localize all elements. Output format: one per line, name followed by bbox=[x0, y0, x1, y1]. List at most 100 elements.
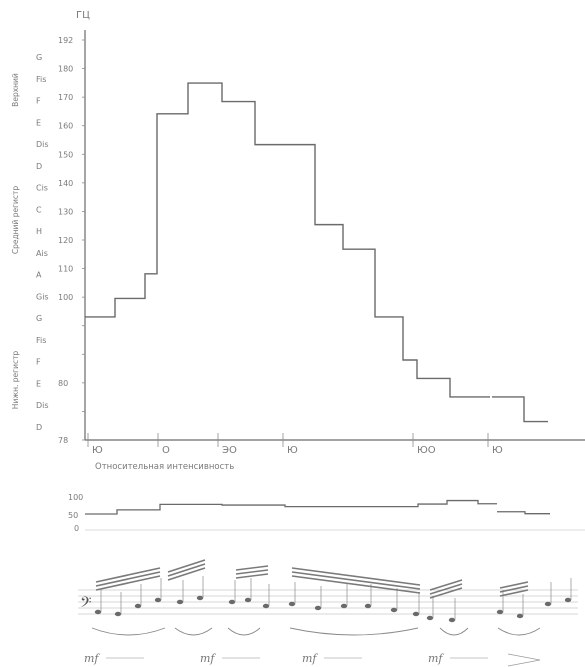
beam bbox=[235, 565, 269, 571]
x-label: ЮО bbox=[417, 445, 436, 456]
slur bbox=[289, 627, 419, 636]
intensity-step-series bbox=[85, 499, 550, 515]
y-axis-unit-label: ГЦ bbox=[76, 10, 90, 21]
beam bbox=[291, 567, 421, 586]
notehead bbox=[114, 611, 122, 617]
beam bbox=[291, 571, 421, 590]
note-label: C bbox=[36, 205, 42, 214]
dynamic-mark: mf bbox=[200, 652, 216, 665]
notehead bbox=[314, 605, 322, 611]
slur bbox=[174, 627, 213, 636]
register-label: Верхний bbox=[11, 73, 20, 107]
x-label: ЭО bbox=[222, 445, 237, 456]
note-label: Fis bbox=[36, 75, 46, 84]
note-label: F bbox=[36, 97, 41, 106]
beam bbox=[167, 559, 206, 573]
beams bbox=[95, 559, 529, 599]
notehead bbox=[134, 603, 142, 609]
x-label: О bbox=[162, 445, 170, 456]
note-label: G bbox=[36, 53, 42, 62]
y-tick-label: 140 bbox=[58, 179, 73, 188]
notehead bbox=[288, 601, 296, 607]
note-label: Gis bbox=[36, 292, 49, 301]
dynamic-mark: mf bbox=[302, 652, 318, 665]
notehead bbox=[262, 603, 270, 609]
notehead bbox=[496, 609, 504, 615]
notehead bbox=[94, 609, 102, 615]
note-label: D bbox=[36, 162, 42, 171]
notehead bbox=[390, 607, 398, 613]
slur bbox=[227, 627, 261, 636]
dynamic-mark: mf bbox=[428, 652, 444, 665]
note-label: G bbox=[36, 314, 42, 323]
bass-clef-icon: 𝄢 bbox=[80, 594, 92, 615]
y-tick-label: 110 bbox=[58, 265, 73, 274]
x-label: Ю bbox=[92, 445, 103, 456]
register-labels: Нижн. регистр Средний регистр Верхний bbox=[11, 73, 20, 409]
beam bbox=[235, 569, 269, 575]
x-label: Ю bbox=[492, 445, 503, 456]
notehead bbox=[564, 597, 572, 603]
slur bbox=[439, 627, 469, 636]
y-tick-label: 170 bbox=[58, 93, 73, 102]
intensity-chart: Относительная интенсивность 100 50 0 bbox=[68, 462, 585, 533]
x-labels: Ю О ЭО Ю ЮО Ю bbox=[87, 433, 503, 456]
notehead bbox=[426, 615, 434, 621]
y-tick-label: 160 bbox=[58, 122, 73, 131]
notehead bbox=[448, 617, 456, 623]
note-labels: D Dis E F Fis G Gis A Ais H C Cis D Dis E F Fis G bbox=[36, 53, 49, 432]
register-label: Нижн. регистр bbox=[11, 351, 20, 410]
slur bbox=[497, 627, 541, 636]
note-label: Fis bbox=[36, 336, 46, 345]
beam bbox=[499, 585, 529, 593]
y-tick-label: 192 bbox=[58, 36, 73, 45]
note-label: Cis bbox=[36, 184, 48, 193]
beam bbox=[429, 579, 463, 591]
slurs bbox=[91, 627, 541, 636]
pitch-step-series bbox=[85, 82, 548, 423]
notehead bbox=[412, 611, 420, 617]
notehead bbox=[196, 595, 204, 601]
y-ticks: 78 80 100 110 120 130 140 150 160 170 180 192 bbox=[58, 36, 85, 445]
beam bbox=[95, 567, 161, 583]
y-tick-label: 150 bbox=[58, 150, 73, 159]
dynamic-mark: mf bbox=[84, 652, 100, 665]
pitch-chart: ГЦ 78 80 100 110 120 130 140 150 160 170 180 192 D D… bbox=[11, 10, 585, 456]
note-label: D bbox=[36, 423, 42, 432]
note-label: Dis bbox=[36, 401, 49, 410]
music-notation: 𝄢 mf mf mf mf bbox=[78, 559, 578, 667]
notehead bbox=[244, 597, 252, 603]
note-label: F bbox=[36, 358, 41, 367]
noteheads bbox=[94, 576, 572, 623]
y-tick-label: 120 bbox=[58, 236, 73, 245]
beam bbox=[499, 581, 529, 589]
beam bbox=[429, 583, 463, 595]
y-tick-label: 100 bbox=[58, 293, 73, 302]
y-tick-label: 80 bbox=[58, 379, 68, 388]
beam bbox=[291, 575, 421, 594]
beam bbox=[499, 589, 529, 597]
register-label: Средний регистр bbox=[11, 186, 20, 255]
note-label: E bbox=[36, 118, 41, 127]
notehead bbox=[228, 599, 236, 605]
note-label: H bbox=[36, 227, 42, 236]
note-label: Dis bbox=[36, 140, 49, 149]
beam bbox=[429, 587, 463, 599]
notehead bbox=[516, 613, 524, 619]
y-tick-label: 130 bbox=[58, 207, 73, 216]
x-label: Ю bbox=[287, 445, 298, 456]
y-tick-label: 180 bbox=[58, 65, 73, 74]
note-label: A bbox=[36, 271, 42, 280]
notehead bbox=[154, 597, 162, 603]
beam bbox=[95, 571, 161, 587]
notehead bbox=[544, 601, 552, 607]
beam bbox=[167, 563, 206, 577]
beam bbox=[95, 575, 161, 591]
y-tick-label: 78 bbox=[58, 436, 68, 445]
beam bbox=[235, 573, 269, 579]
decrescendo-hairpin bbox=[507, 653, 541, 667]
notehead bbox=[176, 599, 184, 605]
intensity-tick-100: 100 bbox=[68, 493, 83, 502]
intensity-title: Относительная интенсивность bbox=[95, 462, 234, 472]
